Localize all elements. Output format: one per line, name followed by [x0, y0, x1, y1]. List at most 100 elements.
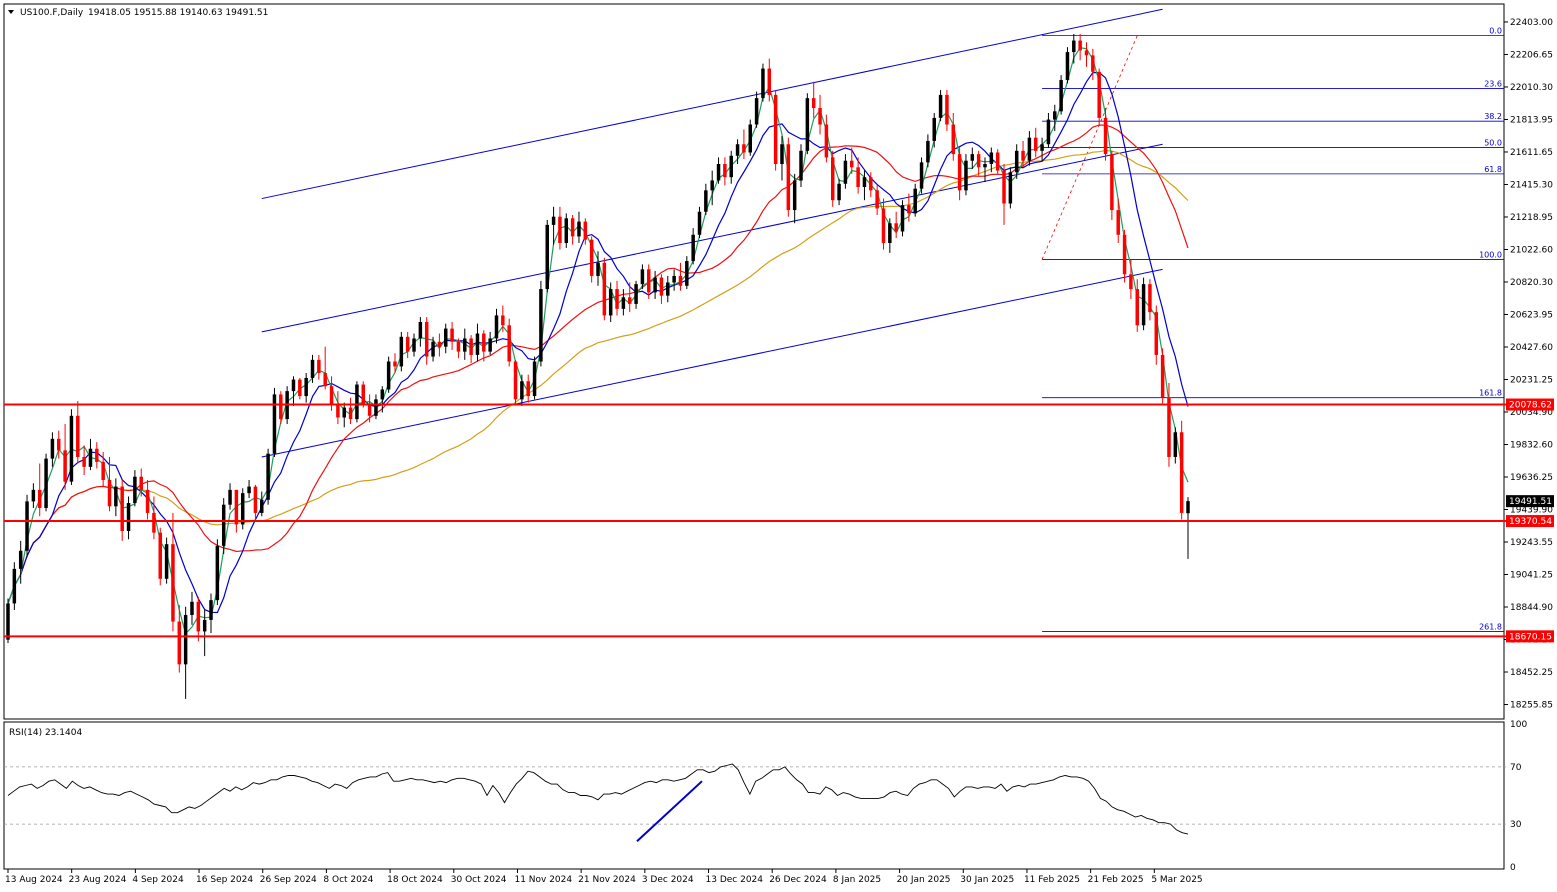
candle-body [145, 489, 150, 513]
candle-body [830, 157, 835, 201]
candle-body [355, 384, 359, 420]
rsi-indicator: 100 70 30 0 [4, 720, 1527, 873]
fibo-level-label: 161.8 [1479, 389, 1502, 398]
candle-body [1103, 117, 1108, 155]
candle-body [399, 336, 404, 367]
candle-body [989, 152, 994, 164]
candle-body [120, 486, 124, 532]
candle-body [44, 458, 48, 508]
candle-body [742, 144, 746, 153]
candle-body [405, 336, 410, 352]
price-tick-label: 19832.60 [1510, 440, 1553, 450]
candle-body [723, 164, 727, 178]
candle-body [1167, 397, 1171, 457]
candle-body [869, 177, 873, 191]
candle-body [754, 98, 759, 125]
candle-body [621, 297, 626, 309]
rsi-tick-label: 0 [1510, 863, 1516, 873]
candle-body [919, 162, 924, 189]
candle-body [133, 476, 137, 504]
price-label-box [1506, 515, 1554, 528]
chevron-down-icon[interactable] [8, 10, 14, 14]
candle-body [1078, 40, 1082, 51]
candle-body [1186, 501, 1190, 514]
price-label-text: 19491.51 [1509, 497, 1552, 507]
time-tick-label: 3 Dec 2024 [642, 875, 694, 885]
candle-body [329, 386, 334, 405]
candle-body [177, 621, 182, 665]
fibo-level-label: 38.2 [1484, 112, 1502, 121]
candle-body [1129, 274, 1133, 290]
price-tick-label: 18844.90 [1510, 603, 1553, 613]
price-tick-label: 21218.95 [1510, 213, 1553, 223]
candle-body [25, 501, 29, 551]
candle-body [386, 361, 391, 390]
price-axis: 22403.00 22206.65 22010.30 21813.95 21611.65… [1504, 18, 1554, 711]
candle-body [488, 338, 492, 352]
price-label-box [1506, 495, 1554, 508]
candle-body [507, 325, 511, 362]
candle-body [1021, 150, 1025, 161]
candle-body [1160, 354, 1165, 398]
candle-body [729, 155, 733, 178]
ohlc-readout: 19418.05 19515.88 19140.63 19491.51 [88, 8, 268, 18]
candle-body [875, 190, 879, 209]
candle-body [37, 489, 42, 508]
candle-body [964, 160, 968, 191]
candle-body [240, 493, 245, 525]
candle-body [152, 512, 156, 533]
candle-body [228, 489, 232, 505]
rsi-tick-label: 100 [1510, 720, 1527, 730]
candle-body [513, 361, 518, 400]
candle-body [856, 167, 860, 188]
candle-body [818, 108, 822, 125]
price-tick-label: 20231.25 [1510, 375, 1553, 385]
candle-body [1065, 52, 1070, 81]
candle-body [811, 98, 816, 109]
candle-body [881, 208, 886, 243]
candle-body [983, 164, 987, 168]
candle-body [685, 261, 689, 286]
candle-body [932, 117, 936, 141]
price-tick-label: 22206.65 [1510, 50, 1553, 60]
price-tick-label: 21022.60 [1510, 245, 1553, 255]
candle-body [63, 450, 67, 482]
price-label-text: 19370.54 [1509, 517, 1552, 527]
candle-body [888, 223, 892, 243]
candle-body [1173, 432, 1178, 457]
fibo-level-label: 50.0 [1484, 139, 1502, 148]
candle-body [1002, 170, 1006, 204]
candle-body [6, 603, 10, 640]
candle-body [659, 277, 664, 296]
price-tick-label: 20623.95 [1510, 310, 1553, 320]
candle-body [589, 239, 594, 276]
candle-body [374, 399, 378, 416]
candle-body [76, 415, 80, 457]
candle-body [704, 190, 708, 212]
candle-body [647, 269, 651, 293]
time-tick-label: 30 Jan 2025 [960, 875, 1014, 885]
candle-body [1027, 137, 1032, 161]
channel-line [261, 268, 1163, 458]
candle-body [608, 289, 613, 316]
candle-body [824, 124, 829, 158]
candle-body [1046, 119, 1051, 145]
candle-body [805, 98, 810, 151]
time-tick-label: 16 Sep 2024 [196, 875, 253, 885]
candle-body [1014, 150, 1019, 173]
candle-body [1033, 137, 1038, 151]
candlesticks [6, 33, 1190, 699]
ma-mid-line [7, 124, 1189, 604]
candle-body [1110, 154, 1114, 211]
price-label-box [1506, 630, 1554, 643]
channel-line [261, 8, 1163, 200]
fibo-level-label: 261.8 [1479, 622, 1502, 631]
candle-body [837, 183, 841, 201]
candle-body [615, 289, 619, 309]
candle-body [361, 384, 366, 405]
price-tick-label: 22010.30 [1510, 83, 1553, 93]
candle-body [482, 333, 486, 352]
candle-body [469, 338, 473, 355]
candle-body [850, 160, 854, 168]
candle-body [114, 486, 118, 507]
